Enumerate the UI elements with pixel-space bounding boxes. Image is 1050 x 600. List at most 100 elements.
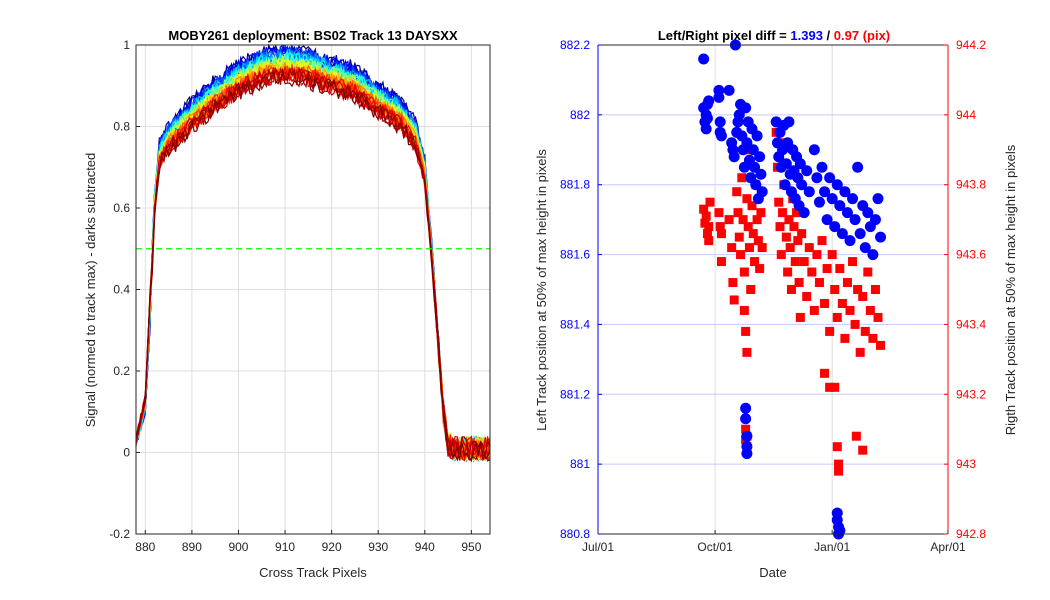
left-track-point [723, 84, 735, 96]
right-track-point [776, 250, 786, 260]
right-title-right-diff: 0.97 (pix) [834, 28, 890, 43]
left-track-point [844, 235, 856, 247]
right-track-point [753, 236, 763, 246]
left-track-point [751, 130, 763, 142]
date-tick-label: Oct/01 [697, 540, 733, 554]
left-track-point [839, 186, 851, 198]
right-track-point [741, 424, 751, 434]
track-position-plot: Left/Right pixel diff = 1.393 / 0.97 (pi… [534, 28, 1018, 580]
right-track-point [783, 267, 793, 277]
right-track-point [716, 229, 726, 239]
right-track-ylabel: Rigth Track position at 50% of max heigh… [1003, 144, 1018, 435]
right-track-point [807, 267, 817, 277]
left-track-point [794, 158, 806, 170]
left-track-point [841, 207, 853, 219]
right-track-point [742, 194, 752, 204]
right-track-point [732, 187, 742, 197]
right-track-point [876, 340, 886, 350]
left-plot-title: MOBY261 deployment: BS02 Track 13 DAYSXX [168, 28, 458, 43]
left-track-point [808, 144, 820, 156]
right-track-point [786, 285, 796, 294]
left-track-point [834, 200, 846, 212]
right-track-point [832, 312, 842, 322]
y-tick-label: -0.2 [109, 527, 130, 541]
right-track-point [733, 208, 743, 218]
right-track-point [738, 215, 748, 225]
left-y-tick-label: 880.8 [560, 527, 590, 541]
left-track-point [779, 179, 791, 191]
right-track-point [817, 236, 827, 246]
left-track-point [831, 179, 843, 191]
right-track-point [704, 236, 714, 246]
left-track-point [862, 207, 874, 219]
right-track-point [825, 326, 835, 336]
right-track-point [868, 333, 878, 343]
left-track-point [728, 151, 740, 163]
right-track-point [792, 208, 802, 218]
left-track-point [740, 102, 752, 114]
left-track-point [740, 413, 752, 425]
right-track-point [736, 250, 746, 260]
left-track-point [755, 168, 767, 180]
right-track-point [747, 201, 757, 211]
right-track-point [737, 173, 747, 183]
track-position-points [698, 39, 887, 540]
left-track-point [741, 448, 753, 460]
left-track-point [859, 242, 871, 254]
right-track-point [848, 257, 858, 267]
left-track-point [750, 179, 762, 191]
right-track-point [834, 459, 844, 469]
right-track-point [845, 305, 855, 315]
right-track-point [746, 285, 756, 294]
left-track-point [821, 214, 833, 226]
right-track-point [865, 305, 875, 315]
left-plot-ylabel: Signal (normed to track max) - darks sub… [83, 153, 98, 428]
right-track-point [840, 333, 850, 343]
right-track-point [704, 222, 714, 232]
left-track-point [836, 228, 848, 240]
right-y-tick-label: 944 [956, 108, 976, 122]
right-track-point [728, 278, 738, 288]
left-track-point [801, 165, 813, 177]
right-track-point [825, 382, 835, 392]
left-track-point [798, 207, 810, 219]
left-plot-xlabel: Cross Track Pixels [259, 565, 367, 580]
right-track-point [752, 215, 762, 225]
right-title-prefix: Left/Right pixel diff = [658, 28, 791, 43]
left-track-point [803, 186, 815, 198]
x-tick-label: 910 [275, 540, 295, 554]
right-track-point [714, 208, 724, 218]
right-track-point [741, 326, 751, 336]
left-track-point [819, 186, 831, 198]
right-track-point [739, 305, 749, 315]
left-track-point [749, 161, 761, 173]
left-track-point [813, 196, 825, 208]
left-track-point [715, 130, 727, 142]
left-track-point [875, 231, 887, 243]
right-track-point [870, 285, 880, 294]
x-tick-label: 950 [461, 540, 481, 554]
left-track-point [783, 116, 795, 128]
right-track-point [830, 382, 840, 392]
left-plot-ticks: 880 890 900 910 920 930 940 950 -0.2 0 0.2 0.4 0.6 0.… [109, 38, 481, 554]
date-tick-label: Apr/01 [930, 540, 966, 554]
right-plot-ticks: Jul/01 Oct/01 Jan/01 Apr/01 880.8 942.8 881 943… [560, 38, 986, 554]
left-track-point [852, 161, 864, 173]
left-y-tick-label: 881.6 [560, 248, 590, 262]
right-track-point [715, 222, 725, 232]
x-tick-label: 890 [182, 540, 202, 554]
right-track-point [785, 243, 795, 253]
right-track-point [743, 222, 753, 232]
left-track-point [740, 402, 752, 414]
right-track-point [827, 250, 837, 260]
date-tick-label: Jan/01 [814, 540, 850, 554]
right-plot-frame [597, 44, 949, 535]
right-track-point [797, 229, 807, 239]
right-track-point [702, 229, 712, 239]
left-track-point [733, 109, 745, 121]
left-track-point [747, 144, 759, 156]
right-track-point [860, 326, 870, 336]
right-track-point [716, 257, 726, 267]
y-tick-label: 1 [123, 38, 130, 52]
